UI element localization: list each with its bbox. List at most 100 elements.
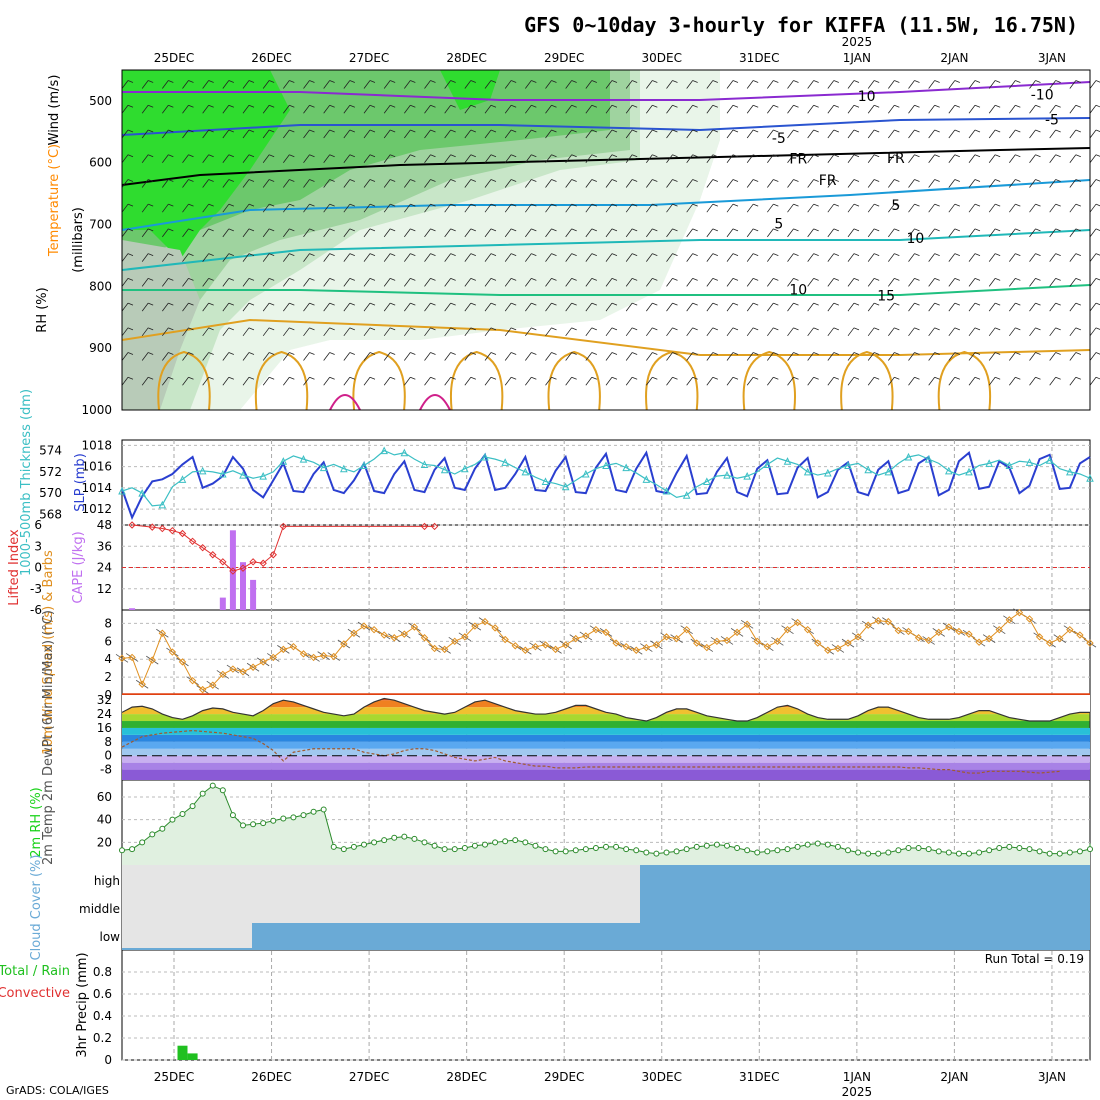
- wind-barb-627: [1089, 154, 1100, 163]
- thickness-marker: [481, 452, 489, 461]
- wind-barb-549: [968, 154, 981, 163]
- wind-barb-32: [162, 228, 174, 238]
- wind-barb-433: [787, 179, 799, 188]
- wind-barb-133: [323, 154, 335, 163]
- wind-barb-108: [283, 179, 295, 188]
- li-tick: -3: [30, 582, 42, 596]
- wind-barb-564: [988, 203, 1001, 213]
- wind-marker: [693, 639, 701, 647]
- wind-marker: [521, 646, 530, 654]
- wind-barb-600: [1049, 129, 1061, 139]
- wind-barb-99: [262, 277, 275, 287]
- thickness-marker: [864, 465, 872, 474]
- wind-barb-361: [666, 327, 678, 337]
- wind-barb-345: [646, 253, 658, 262]
- wind-barb-282: [545, 302, 557, 312]
- wind-barb-246: [484, 376, 497, 386]
- wind-marker: [279, 645, 288, 654]
- wind-barb-591: [1029, 228, 1041, 238]
- wind-barb-130: [323, 80, 335, 89]
- wind-marker: [1066, 625, 1074, 634]
- wind-barb-608: [1049, 327, 1061, 337]
- rh-marker: [300, 812, 307, 819]
- contour-label-3: 10: [858, 89, 876, 105]
- wind-barb-213: [444, 203, 456, 213]
- wind-barb-178: [383, 302, 396, 312]
- wind-marker: [370, 625, 378, 634]
- wind-barb-7: [121, 253, 134, 262]
- wind-marker: [118, 654, 126, 663]
- wind-barb-453: [807, 352, 819, 361]
- wind-barb-298: [565, 376, 577, 386]
- wind-barb-350: [646, 376, 658, 386]
- thickness-marker: [844, 461, 852, 469]
- wind-barb-29: [162, 154, 174, 163]
- wind-barb-439: [787, 327, 799, 337]
- wind-barb-611: [1069, 80, 1081, 89]
- wind-barb-484: [867, 154, 880, 163]
- wind-barb-229: [464, 277, 476, 287]
- li-marker: [178, 529, 187, 538]
- wind-barb-341: [646, 154, 658, 163]
- wind-barb-222: [464, 104, 476, 114]
- wind-barb-123: [303, 228, 315, 238]
- wind-barb-479: [847, 352, 860, 361]
- wind-barb-329: [625, 179, 638, 188]
- wind-barb-69: [222, 179, 234, 188]
- wind-barb-49: [182, 327, 194, 337]
- precip-bar: [177, 1045, 188, 1060]
- wind-marker: [612, 639, 620, 647]
- wind-barb-24: [141, 352, 154, 361]
- wind-barb-365: [686, 104, 698, 114]
- wind-barb-368: [686, 179, 698, 188]
- rh-marker: [1016, 845, 1023, 851]
- wind-barb-30: [162, 179, 174, 188]
- wind-barb-248: [504, 104, 517, 114]
- rh-marker: [119, 847, 125, 854]
- wind-barb-356: [666, 203, 678, 213]
- warm-loop-7: [840, 350, 894, 411]
- wind-barb-626: [1089, 129, 1100, 139]
- wind-barb-519: [908, 376, 920, 386]
- wind-barb-339: [646, 104, 658, 114]
- wind-barb-315: [605, 154, 618, 163]
- temp-contour-2: [121, 147, 1091, 186]
- contour-label-4: FR: [789, 151, 807, 167]
- wind-barb-275: [545, 129, 557, 139]
- wind-barb-417: [767, 104, 779, 114]
- rh-marker: [925, 846, 932, 853]
- slp-tick: 1018: [81, 438, 112, 452]
- temp-contour-6: [121, 318, 1091, 356]
- wind-barb-42: [182, 154, 194, 163]
- rh-marker: [320, 806, 327, 813]
- rh-tick: 60: [97, 790, 112, 804]
- top-date-label: 29DEC: [544, 51, 584, 65]
- wind-barb-13: [141, 80, 154, 89]
- wind-marker: [703, 643, 711, 652]
- precip-tick: 0: [104, 1053, 112, 1067]
- rh-marker: [411, 835, 418, 842]
- wind-marker: [188, 676, 197, 685]
- wind-barb-406: [746, 154, 759, 163]
- wind-barb-568: [988, 302, 1001, 312]
- wind-barb-324: [605, 376, 618, 386]
- wind-barb-308: [585, 302, 597, 312]
- wind-marker: [1005, 616, 1014, 624]
- wind-barb-170: [383, 104, 396, 114]
- wind-marker: [239, 668, 247, 676]
- wind-barb-36: [162, 327, 174, 337]
- wind-barb-114: [283, 327, 295, 337]
- wind-barb-233: [464, 376, 476, 386]
- wind-barb-435: [787, 228, 799, 238]
- thickness-marker: [360, 461, 368, 469]
- wind-barb-400: [726, 327, 739, 337]
- wind-barb-273: [545, 80, 557, 89]
- wind-barb-426: [767, 327, 779, 337]
- wind-barb-146: [343, 154, 355, 163]
- wind-marker: [471, 622, 479, 630]
- wind-barb-352: [666, 104, 678, 114]
- wind-barb-33: [162, 253, 174, 262]
- wind-barb-452: [807, 327, 819, 337]
- wind-barb-18: [141, 203, 154, 213]
- temp-band-5: [122, 734, 1090, 742]
